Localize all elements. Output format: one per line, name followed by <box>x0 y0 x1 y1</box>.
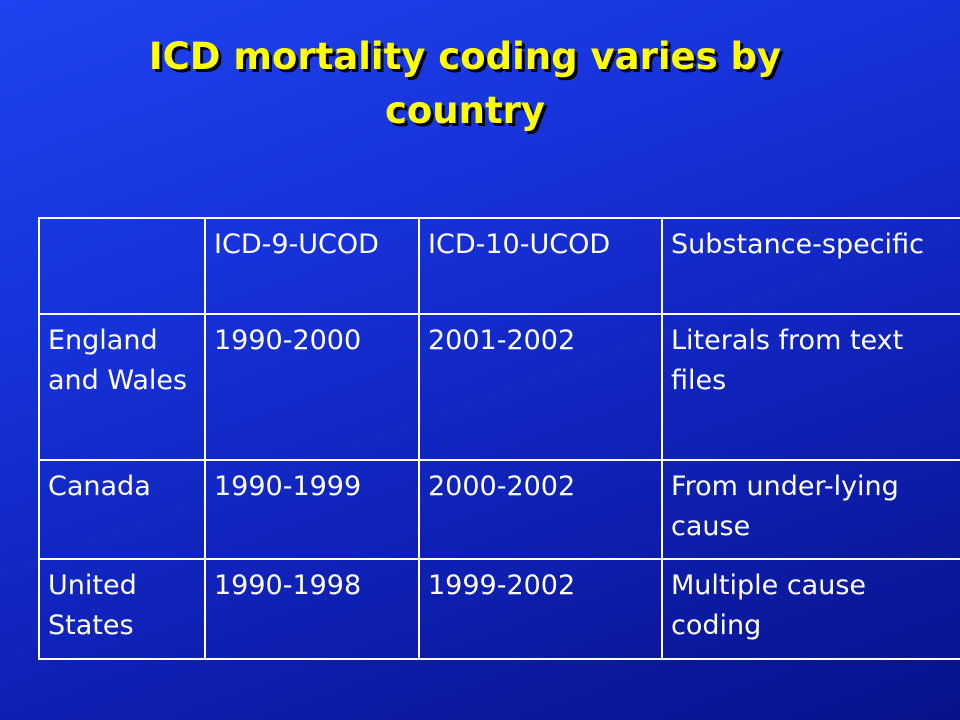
coding-table: ICD-9-UCOD ICD-10-UCOD Substance-specifi… <box>38 217 960 660</box>
cell-icd10: 2001-2002 <box>418 313 663 461</box>
cell-country: England and Wales <box>38 313 206 461</box>
cell-substance: Multiple cause coding <box>661 558 960 660</box>
table-row: Canada 1990-1999 2000-2002 From under-ly… <box>38 459 960 560</box>
cell-icd9: 1990-2000 <box>204 313 420 461</box>
cell-substance: Literals from text files <box>661 313 960 461</box>
slide-title-line-2: country <box>384 89 546 132</box>
header-cell-substance: Substance-specific <box>661 217 960 315</box>
header-cell-icd10: ICD-10-UCOD <box>418 217 663 315</box>
table-row: England and Wales 1990-2000 2001-2002 Li… <box>38 313 960 461</box>
cell-country: Canada <box>38 459 206 560</box>
slide-title: ICD mortality coding varies by country <box>0 30 930 138</box>
table-header-row: ICD-9-UCOD ICD-10-UCOD Substance-specifi… <box>38 217 960 315</box>
cell-icd10: 1999-2002 <box>418 558 663 660</box>
header-cell-icd9: ICD-9-UCOD <box>204 217 420 315</box>
cell-icd9: 1990-1998 <box>204 558 420 660</box>
cell-substance: From under-lying cause <box>661 459 960 560</box>
header-cell-empty <box>38 217 206 315</box>
coding-table-container: ICD-9-UCOD ICD-10-UCOD Substance-specifi… <box>38 217 960 660</box>
cell-icd9: 1990-1999 <box>204 459 420 560</box>
cell-icd10: 2000-2002 <box>418 459 663 560</box>
slide-title-line-1: ICD mortality coding varies by <box>148 35 782 78</box>
cell-country: United States <box>38 558 206 660</box>
table-row: United States 1990-1998 1999-2002 Multip… <box>38 558 960 660</box>
